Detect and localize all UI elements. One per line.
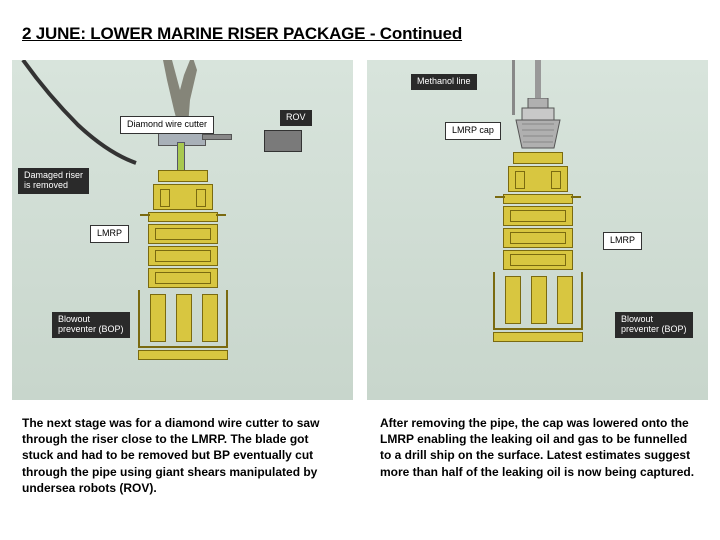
label-cap: LMRP cap <box>445 122 501 140</box>
left-panel: Damaged riseris removed Diamond wire cut… <box>12 60 353 400</box>
label-lmrp-left: LMRP <box>90 225 129 243</box>
bop-stack-right <box>503 152 573 342</box>
label-rov: ROV <box>280 110 312 126</box>
bop-stack-left <box>148 170 218 360</box>
label-bop-left: Blowoutpreventer (BOP) <box>52 312 130 338</box>
riser-stub <box>177 142 185 172</box>
page-title: 2 JUNE: LOWER MARINE RISER PACKAGE - Con… <box>22 24 462 44</box>
label-cutter: Diamond wire cutter <box>120 116 214 134</box>
label-damaged-riser: Damaged riseris removed <box>18 168 89 194</box>
label-lmrp-right: LMRP <box>603 232 642 250</box>
panels-row: Damaged riseris removed Diamond wire cut… <box>12 60 708 400</box>
right-panel: Methanol line LMRP cap LMRP Blowoutpreve… <box>367 60 708 400</box>
left-caption: The next stage was for a diamond wire cu… <box>22 415 340 496</box>
cutter-arm <box>202 134 232 140</box>
right-caption: After removing the pipe, the cap was low… <box>380 415 698 496</box>
label-methanol: Methanol line <box>411 74 477 90</box>
rov-body <box>264 130 302 152</box>
caption-row: The next stage was for a diamond wire cu… <box>22 415 698 496</box>
label-bop-right: Blowoutpreventer (BOP) <box>615 312 693 338</box>
lmrp-cap <box>508 98 568 153</box>
